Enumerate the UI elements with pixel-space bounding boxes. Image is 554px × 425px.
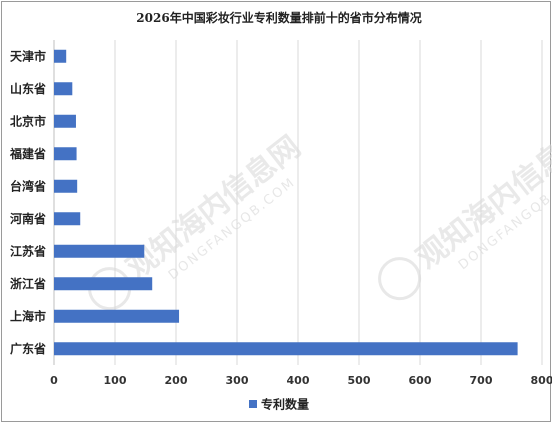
bar — [54, 179, 78, 193]
category-label: 北京市 — [10, 113, 46, 128]
category-label: 河南省 — [9, 211, 46, 226]
x-tick-label: 600 — [409, 374, 432, 387]
watermark-logo-icon — [88, 267, 132, 311]
x-tick-label: 800 — [531, 374, 552, 387]
bar — [54, 114, 76, 128]
bar — [54, 309, 180, 323]
x-tick-labels: 0 100 200 300 400 500 600 700 800 — [50, 374, 552, 387]
bar — [54, 147, 77, 161]
category-label: 广东省 — [10, 341, 46, 356]
category-label: 山东省 — [10, 81, 46, 96]
bars — [54, 49, 518, 356]
x-tick-label: 0 — [50, 374, 58, 387]
category-label: 天津市 — [10, 48, 46, 63]
bar — [54, 49, 67, 63]
watermark-logo-icon — [378, 257, 422, 301]
legend-label: 专利数量 — [261, 397, 309, 412]
category-label: 上海市 — [10, 308, 46, 323]
category-label: 台湾省 — [10, 178, 46, 193]
watermark-text: 观知海内信息网 — [120, 129, 307, 286]
legend: 专利数量 — [249, 397, 309, 412]
bar — [54, 342, 518, 356]
category-label: 江苏省 — [10, 243, 46, 258]
x-tick-label: 700 — [470, 374, 493, 387]
x-tick-label: 500 — [348, 374, 371, 387]
chart-title: 2026年中国彩妆行业专利数量排前十的省市分布情况 — [136, 10, 421, 25]
category-label: 浙江省 — [10, 276, 46, 291]
legend-swatch — [249, 400, 257, 408]
bar — [54, 82, 73, 96]
x-tick-label: 400 — [287, 374, 310, 387]
category-label: 福建省 — [9, 146, 46, 161]
bar — [54, 244, 145, 258]
bar — [54, 277, 153, 291]
x-tick-label: 100 — [104, 374, 127, 387]
x-tick-label: 200 — [165, 374, 188, 387]
x-tick-label: 300 — [226, 374, 249, 387]
bar — [54, 212, 81, 226]
